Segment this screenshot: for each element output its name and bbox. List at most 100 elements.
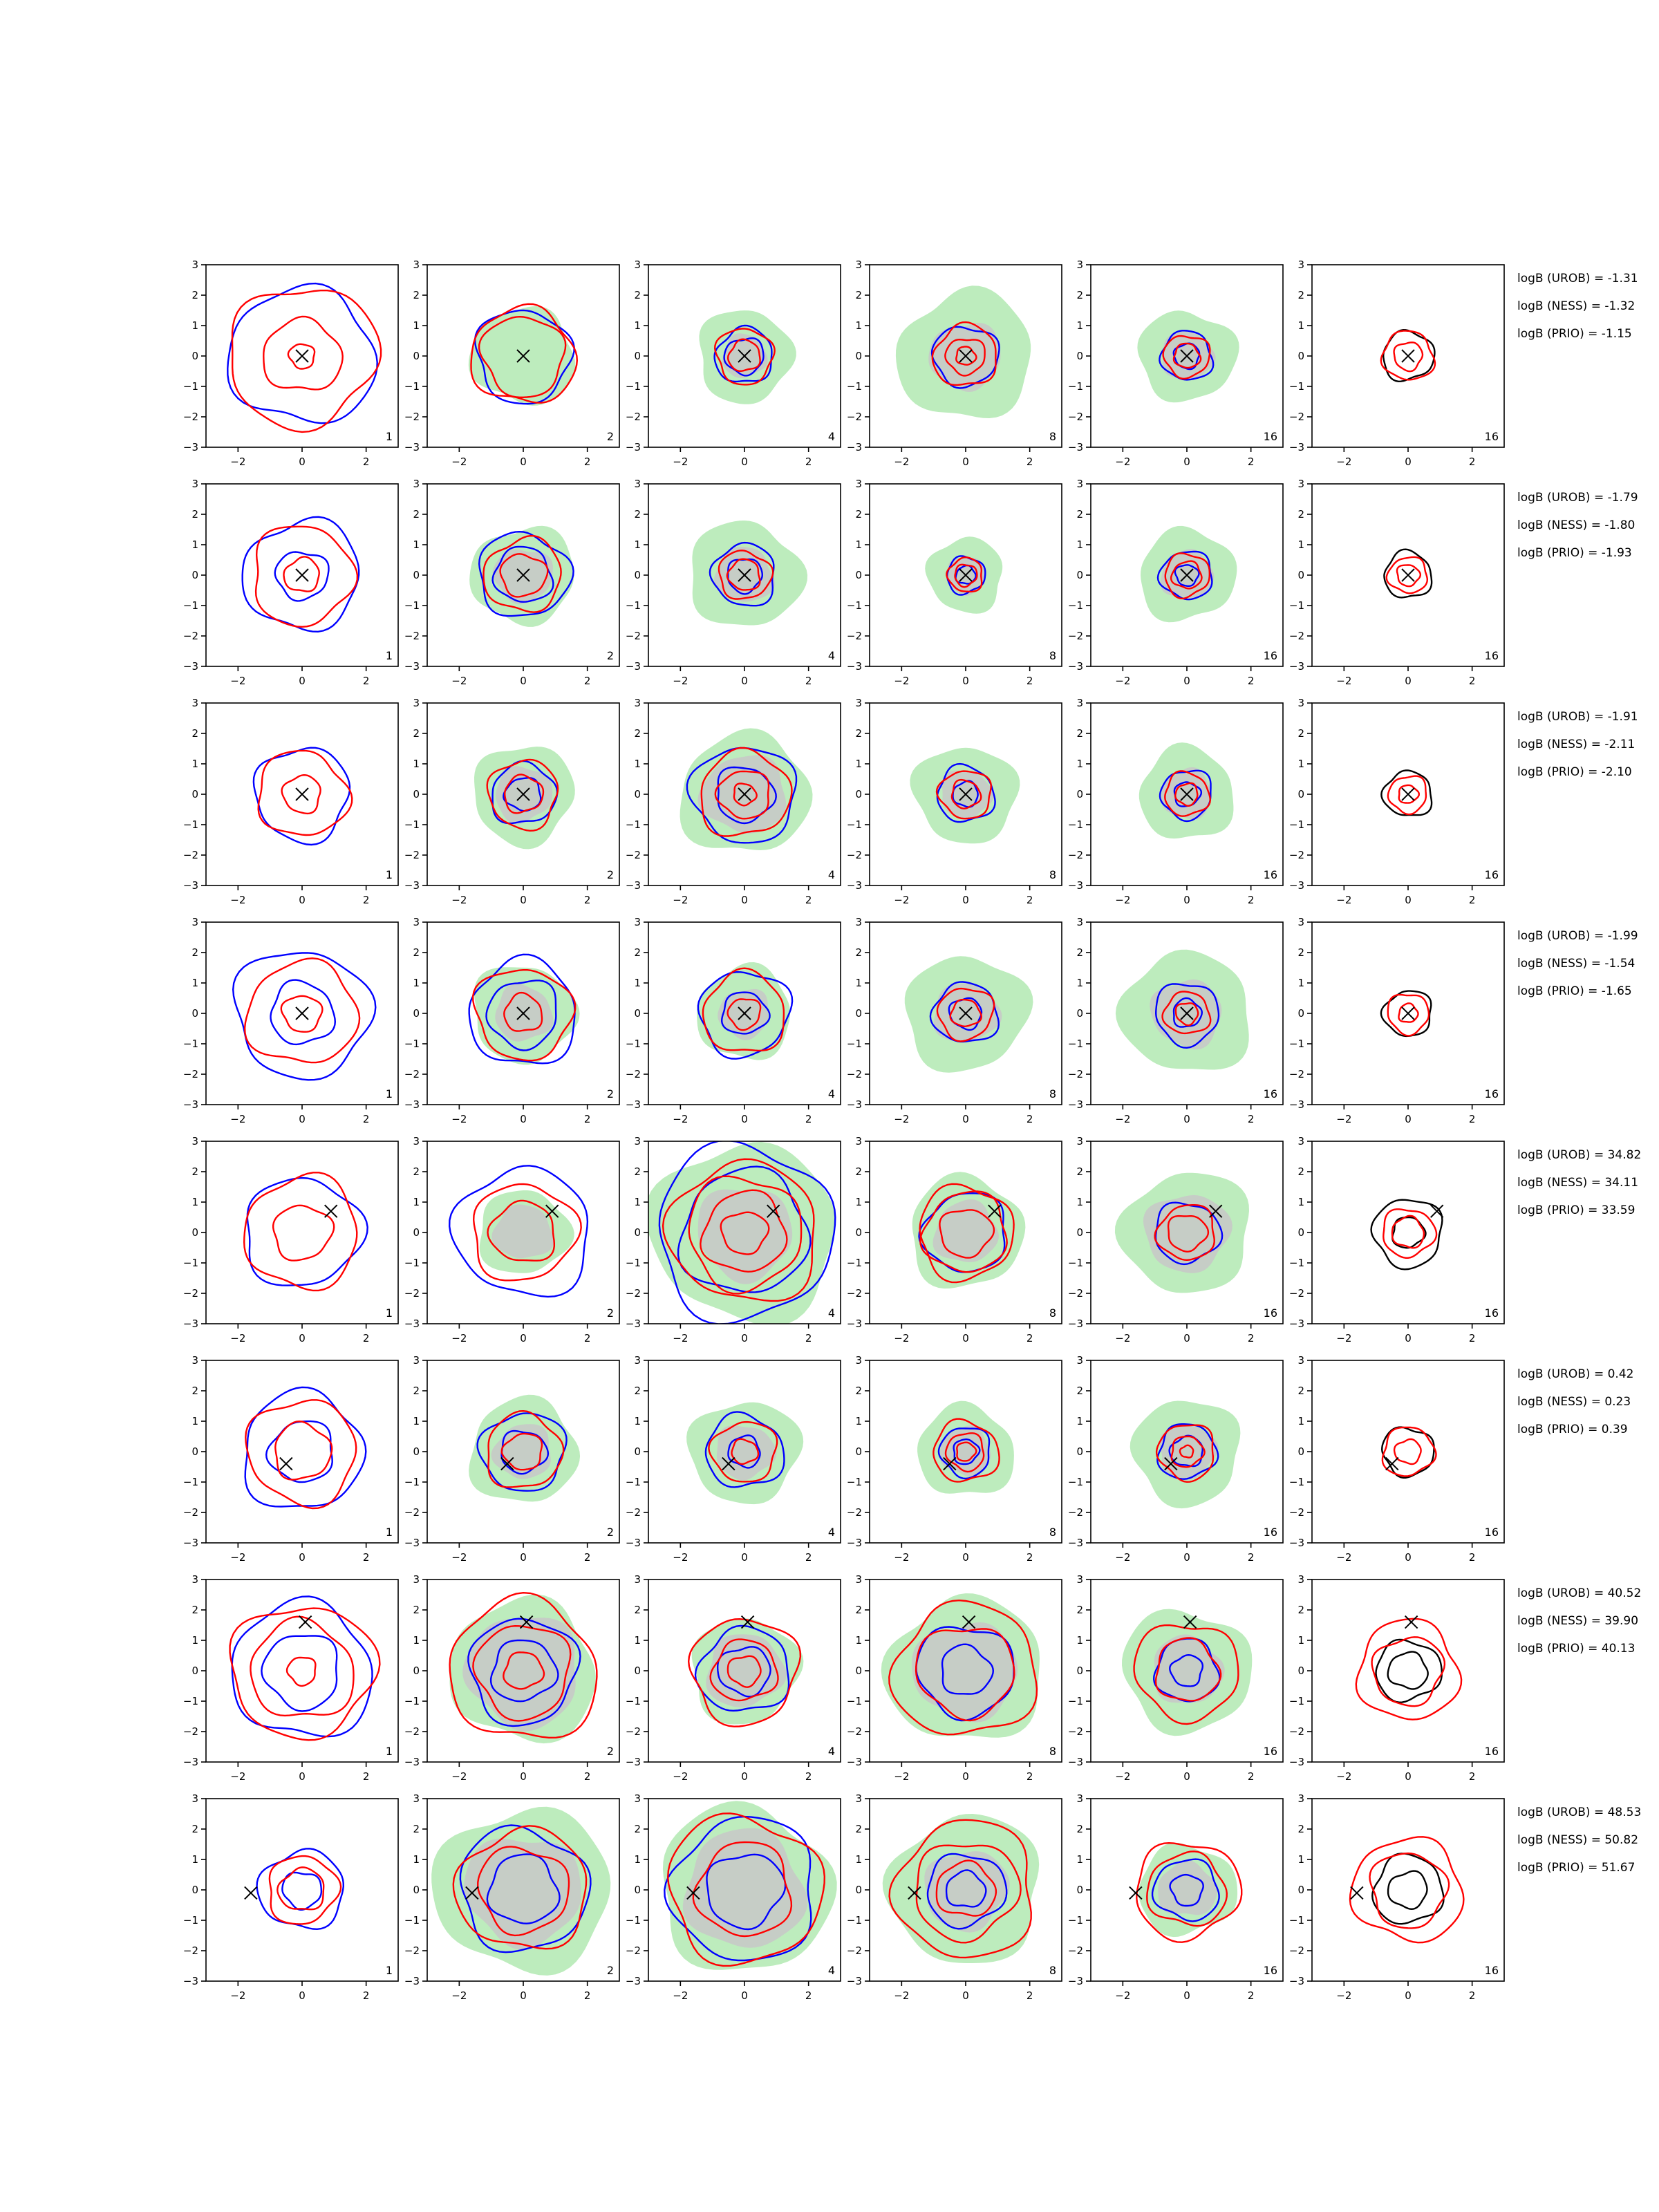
x-tick-label: 2 xyxy=(363,456,370,468)
blue-contour xyxy=(945,1869,987,1908)
plot-area xyxy=(697,962,794,1060)
panel-r5-c1: −2 0 2 3 2 1 0 −1 −2 −3 1 xyxy=(183,1135,399,1344)
grey-density-fill xyxy=(1143,1194,1232,1273)
logb-annotation: logB (UROB) = -1.31 xyxy=(1517,272,1638,285)
y-tick-label: −1 xyxy=(847,1695,862,1707)
y-tick-label: −1 xyxy=(183,1914,198,1927)
x-tick-label: −2 xyxy=(451,1551,467,1564)
plot-area xyxy=(252,747,353,846)
sample-count-label: 4 xyxy=(828,1745,835,1758)
plot-area xyxy=(244,1848,345,1931)
x-tick-label: 0 xyxy=(1405,1551,1412,1564)
y-tick-label: −3 xyxy=(1068,1318,1083,1330)
y-tick-label: −1 xyxy=(183,818,198,831)
y-tick-label: 0 xyxy=(413,1445,420,1458)
blue-contour xyxy=(717,1646,771,1698)
plot-area xyxy=(910,747,1020,844)
y-tick-label: −1 xyxy=(183,1038,198,1050)
sample-count-label: 2 xyxy=(607,1964,614,1977)
x-tick-label: 0 xyxy=(520,894,527,906)
y-tick-label: −2 xyxy=(1289,1506,1304,1519)
red-contour xyxy=(254,525,359,628)
red-contour xyxy=(482,534,562,613)
y-tick-label: 2 xyxy=(1297,1165,1304,1178)
sample-count-label: 16 xyxy=(1264,430,1277,443)
x-tick-label: 2 xyxy=(363,1770,370,1783)
x-tick-label: 0 xyxy=(741,1989,748,2002)
x-tick-label: 2 xyxy=(1248,675,1255,687)
black-contour xyxy=(1387,1651,1429,1690)
x-tick-label: −2 xyxy=(230,456,245,468)
true-value-marker xyxy=(766,1204,780,1218)
red-contour xyxy=(476,1846,570,1937)
y-tick-label: −2 xyxy=(1289,1944,1304,1957)
blue-contour xyxy=(727,1434,761,1469)
red-contour xyxy=(1381,1426,1437,1477)
true-value-marker xyxy=(959,349,973,363)
y-tick-label: −1 xyxy=(1068,599,1083,612)
y-tick-label: −2 xyxy=(1068,849,1083,861)
logb-annotation: logB (NESS) = -1.32 xyxy=(1517,299,1635,313)
grey-density-fill xyxy=(933,983,1002,1042)
logb-annotation: logB (UROB) = -1.91 xyxy=(1517,710,1638,724)
y-tick-label: −1 xyxy=(847,380,862,393)
blue-contour xyxy=(658,1141,836,1324)
x-tick-label: 2 xyxy=(1469,1551,1476,1564)
x-tick-label: 0 xyxy=(299,456,306,468)
x-tick-label: 0 xyxy=(962,1989,969,2002)
y-tick-label: 3 xyxy=(191,1354,198,1367)
x-tick-label: −2 xyxy=(1115,1989,1130,2002)
x-tick-label: 0 xyxy=(520,675,527,687)
y-tick-label: 2 xyxy=(1297,1823,1304,1835)
y-tick-label: 0 xyxy=(1297,569,1304,581)
y-tick-label: −3 xyxy=(1289,1975,1304,1987)
true-value-marker xyxy=(686,1886,700,1900)
logb-annotation: logB (PRIO) = -1.15 xyxy=(1517,327,1632,341)
y-tick-label: −3 xyxy=(183,1756,198,1768)
y-tick-label: 1 xyxy=(413,1196,420,1208)
y-tick-label: 0 xyxy=(191,1884,198,1896)
panel-r8-c6: −2 0 2 3 2 1 0 −1 −2 −3 16 xyxy=(1289,1792,1505,2002)
true-value-marker xyxy=(740,1615,755,1629)
panel-r7-c1: −2 0 2 3 2 1 0 −1 −2 −3 1 xyxy=(183,1573,399,1783)
y-tick-label: −2 xyxy=(1068,630,1083,642)
x-tick-label: 2 xyxy=(584,1989,591,2002)
true-value-marker xyxy=(324,1204,338,1218)
true-value-marker xyxy=(295,349,309,363)
y-tick-label: 2 xyxy=(855,1604,862,1616)
blue-contour xyxy=(252,747,351,846)
red-contour xyxy=(733,782,758,807)
y-tick-label: 1 xyxy=(1297,538,1304,551)
x-tick-label: −2 xyxy=(1115,675,1130,687)
axes-frame xyxy=(1311,1798,1505,1982)
x-tick-label: −2 xyxy=(230,1332,245,1344)
x-tick-label: −2 xyxy=(894,1989,909,2002)
y-tick-label: −1 xyxy=(626,380,641,393)
x-tick-label: 0 xyxy=(520,1551,527,1564)
blue-contour xyxy=(1174,564,1200,587)
blue-contour xyxy=(486,1853,561,1924)
red-contour xyxy=(700,747,793,837)
sample-count-label: 2 xyxy=(607,1087,614,1100)
blue-contour xyxy=(274,551,330,602)
y-tick-label: −1 xyxy=(1289,818,1304,831)
true-value-marker xyxy=(1180,787,1194,801)
true-value-marker xyxy=(1183,1615,1197,1629)
y-tick-label: −3 xyxy=(183,660,198,673)
y-tick-label: 1 xyxy=(413,538,420,551)
plot-area xyxy=(229,1595,381,1741)
red-contour xyxy=(1398,1002,1419,1023)
y-tick-label: −3 xyxy=(1289,879,1304,892)
y-tick-label: 3 xyxy=(191,1573,198,1586)
y-tick-label: −3 xyxy=(847,660,862,673)
sample-count-label: 16 xyxy=(1264,1745,1277,1758)
logb-annotation: logB (PRIO) = 40.13 xyxy=(1517,1642,1635,1656)
blue-contour xyxy=(244,1386,367,1508)
x-tick-label: −2 xyxy=(451,894,467,906)
sample-count-label: 1 xyxy=(386,430,393,443)
y-tick-label: 1 xyxy=(634,1634,641,1647)
y-tick-label: −1 xyxy=(1068,1257,1083,1269)
y-tick-label: 2 xyxy=(1076,289,1083,301)
x-tick-label: −2 xyxy=(230,675,245,687)
blue-contour xyxy=(227,282,378,424)
